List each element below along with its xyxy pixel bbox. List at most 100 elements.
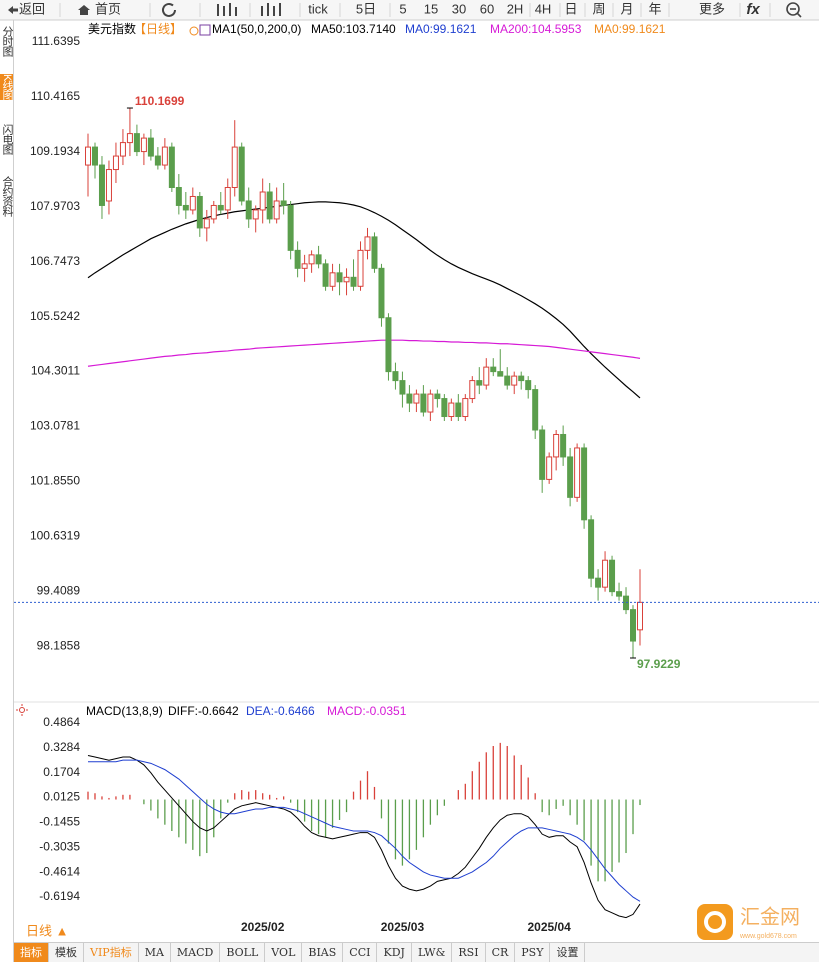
- indicator-tab[interactable]: MA: [139, 943, 171, 962]
- candle-body: [532, 389, 539, 431]
- candle-body: [427, 393, 434, 413]
- candle-body: [462, 398, 469, 418]
- toolbar-button[interactable]: 年: [648, 1, 661, 16]
- candle-body: [364, 236, 371, 251]
- toolbar-button[interactable]: 15: [424, 1, 438, 16]
- toolbar-button[interactable]: 更多: [699, 1, 725, 16]
- y-tick-label: 0.4864: [43, 715, 80, 729]
- toolbar-button[interactable]: 周: [592, 1, 605, 16]
- candle-body: [385, 317, 392, 373]
- indicator-tab[interactable]: 模板: [49, 943, 84, 962]
- indicator-tab[interactable]: 指标: [14, 943, 49, 962]
- y-tick-label: 0.1704: [43, 765, 80, 779]
- diff-line: [87, 754, 641, 919]
- candle-body: [525, 380, 532, 391]
- side-tab[interactable]: 闪电图: [1, 124, 13, 154]
- candle-body: [308, 254, 315, 265]
- period-selector[interactable]: 日线 ▲: [26, 923, 68, 938]
- toolbar-button[interactable]: 2H: [507, 1, 524, 16]
- toolbar-button[interactable]: 日: [564, 1, 577, 16]
- candle-body: [588, 519, 595, 579]
- legend-entry: MA200:104.5953: [490, 22, 582, 36]
- indicator-tab[interactable]: VIP指标: [84, 943, 139, 962]
- toolbar-button[interactable]: 4H: [535, 1, 552, 16]
- settings-icon[interactable]: [189, 26, 199, 36]
- period: 【日线】: [134, 22, 182, 36]
- candle-body: [168, 146, 175, 189]
- candle-body: [140, 137, 147, 153]
- indicator-name: MA1(50,0,200,0): [212, 22, 301, 36]
- toolbar-button[interactable]: 5日: [356, 1, 376, 16]
- indicator-tab[interactable]: RSI: [452, 943, 486, 962]
- indicator-tab[interactable]: CR: [486, 943, 516, 962]
- candle-body: [350, 276, 357, 287]
- toolbar-button[interactable]: 月: [620, 1, 633, 16]
- candle-body: [238, 146, 245, 202]
- y-tick-label: 106.7473: [30, 254, 80, 268]
- candle-body: [182, 204, 189, 211]
- y-tick-label: 109.1934: [30, 144, 80, 158]
- candle-body: [504, 375, 511, 386]
- toolbar-button[interactable]: tick: [308, 1, 328, 16]
- candle-body: [497, 371, 504, 377]
- side-tab[interactable]: K线图: [0, 74, 13, 101]
- y-tick-label: 107.9703: [30, 199, 80, 213]
- candle-body: [280, 200, 287, 206]
- indicator-tab[interactable]: PSY: [515, 943, 551, 962]
- indicator-tab[interactable]: 设置: [550, 943, 586, 962]
- indicator-tab[interactable]: MACD: [171, 943, 221, 962]
- candle-body: [392, 371, 399, 382]
- candle-body: [378, 267, 385, 319]
- candle-body: [273, 200, 280, 220]
- side-tab[interactable]: 分时图: [1, 26, 13, 56]
- toolbar-button[interactable]: 30: [452, 1, 466, 16]
- candle-body: [91, 146, 98, 166]
- indicator-tab[interactable]: LW&: [412, 943, 453, 962]
- candle-body: [616, 591, 623, 597]
- indicator-tab[interactable]: BOLL: [220, 943, 266, 962]
- candle-body: [266, 191, 273, 220]
- y-tick-label: 99.4089: [37, 583, 81, 597]
- home-icon[interactable]: [78, 5, 90, 15]
- candle-body: [322, 263, 329, 287]
- candle-body: [553, 433, 560, 458]
- candle-body: [539, 429, 546, 480]
- candle-body: [119, 142, 126, 157]
- logo-mark: [704, 911, 726, 933]
- candle-icon[interactable]: [217, 3, 237, 16]
- candle-body: [581, 447, 588, 521]
- back-icon[interactable]: [8, 6, 18, 14]
- y-tick-label: 0.0125: [43, 790, 80, 804]
- candle-body: [210, 204, 217, 220]
- y-tick-label: 111.6395: [32, 34, 81, 48]
- candle-body: [469, 380, 476, 400]
- toolbar-button[interactable]: 首页: [95, 1, 121, 16]
- candle-body: [623, 595, 630, 611]
- candle-body: [441, 398, 448, 418]
- candle-body: [133, 133, 140, 153]
- candle-body: [609, 559, 616, 593]
- toolbar-button[interactable]: 60: [480, 1, 494, 16]
- side-tab[interactable]: 合约资料: [1, 176, 13, 216]
- candle-body: [490, 366, 497, 373]
- indicator-tab[interactable]: CCI: [343, 943, 378, 962]
- indicator-tab[interactable]: VOL: [265, 943, 303, 962]
- high-label: 110.1699: [135, 94, 185, 108]
- candle-body: [546, 456, 553, 480]
- indicator-icon[interactable]: [199, 24, 211, 36]
- macd-icon[interactable]: [16, 704, 28, 716]
- candle-icon-2[interactable]: [261, 3, 281, 16]
- candle-body: [455, 402, 462, 418]
- zoom-icon[interactable]: [786, 2, 802, 18]
- candle-body: [420, 393, 427, 413]
- candle-body: [434, 393, 441, 400]
- refresh-icon[interactable]: [162, 2, 176, 17]
- toolbar-button[interactable]: fx: [746, 1, 760, 18]
- toolbar-button[interactable]: 5: [399, 1, 406, 16]
- toolbar-button[interactable]: 返回: [19, 1, 45, 16]
- indicator-tab[interactable]: KDJ: [377, 943, 412, 962]
- candle-body: [126, 133, 133, 144]
- y-tick-label: 101.8550: [30, 474, 80, 488]
- indicator-tab[interactable]: BIAS: [302, 943, 344, 962]
